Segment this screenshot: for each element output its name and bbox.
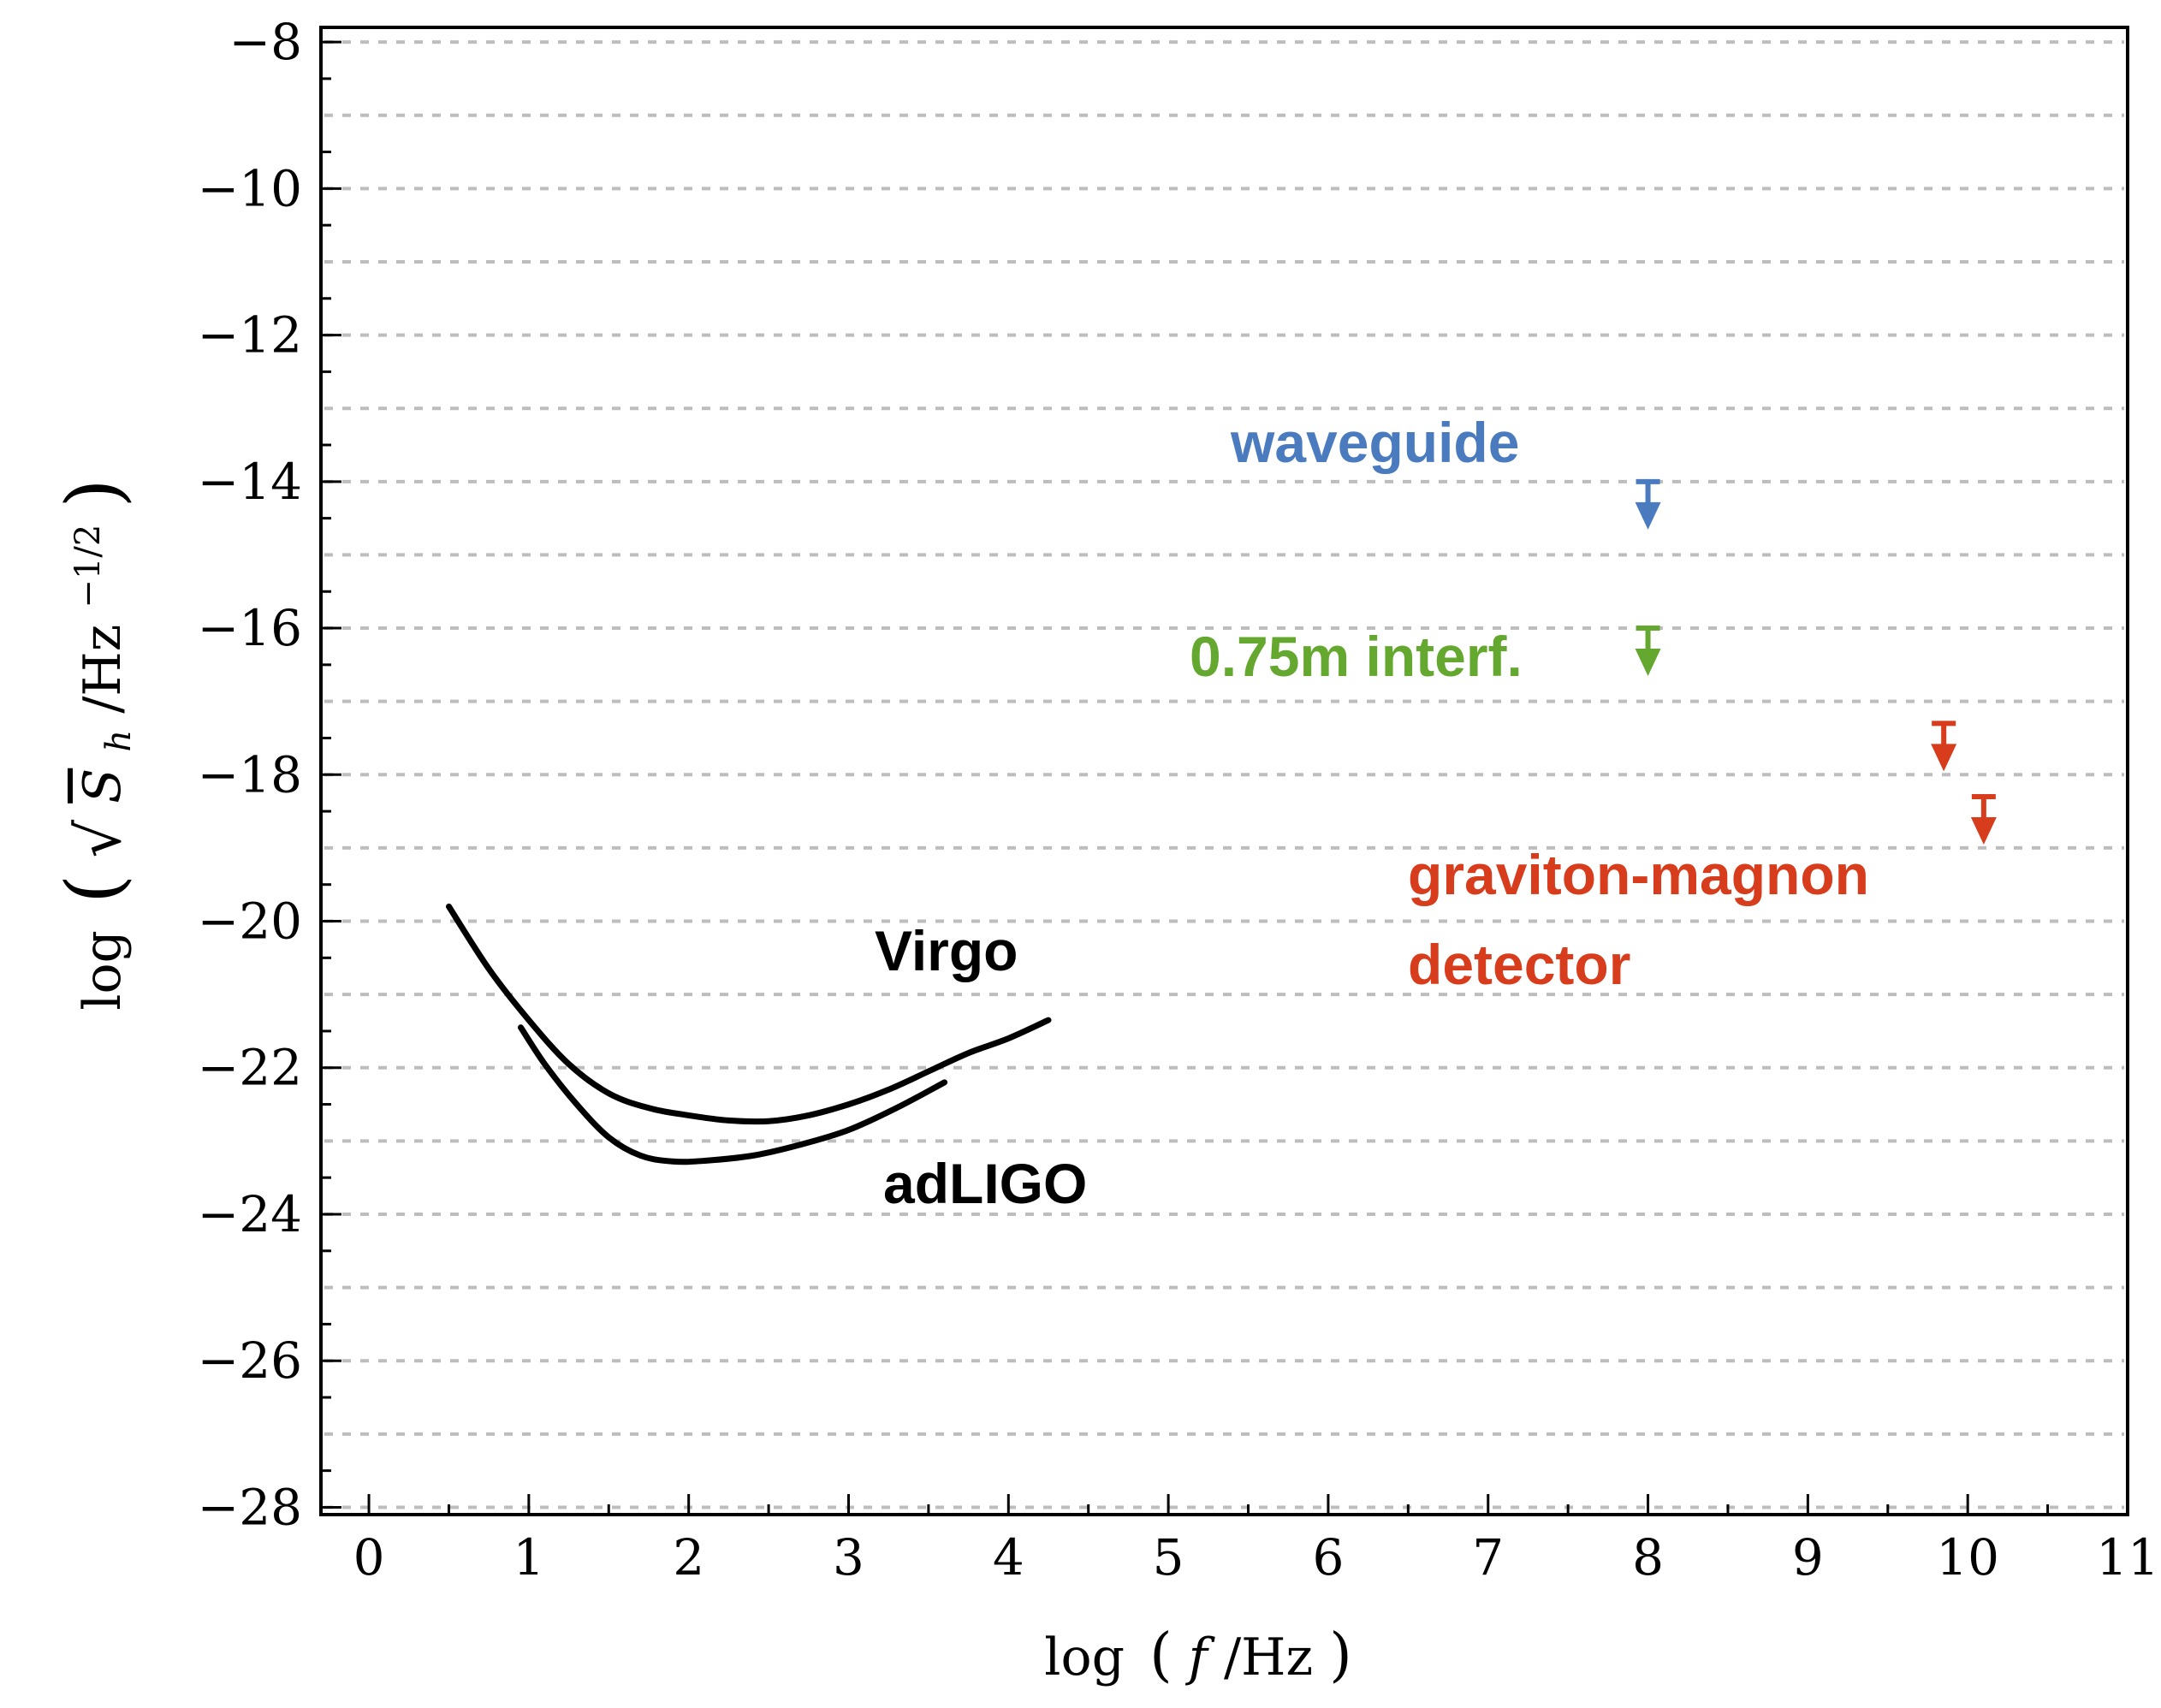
label-graviton-magnon: graviton-magnon	[1408, 843, 1869, 906]
x-tick-label: 9	[1792, 1528, 1824, 1586]
x-tick-label: 5	[1153, 1528, 1184, 1586]
upper-limit-marker	[1931, 721, 1957, 772]
label-waveguide: waveguide	[1230, 411, 1519, 474]
y-axis-label-log: log	[73, 930, 133, 1011]
y-tick-label: −14	[198, 453, 302, 511]
label-virgo: Virgo	[875, 919, 1018, 982]
y-tick-label: −8	[229, 13, 303, 71]
axis-ticks: 0 1 2 3 4 5 6 7 8 9 10 11 −8 −10 −12 −14 −16 −18 −20 −22 −24…	[198, 13, 2159, 1586]
y-axis-label-close-paren: )	[50, 478, 138, 507]
label-detector: detector	[1408, 933, 1630, 996]
x-tick-label: 3	[833, 1528, 864, 1586]
series-layer	[446, 903, 1052, 1165]
x-tick-label: 8	[1632, 1528, 1664, 1586]
x-axis-label-open-paren: (	[1149, 1622, 1173, 1689]
x-tick-label: 7	[1472, 1528, 1504, 1586]
upper-limit-marker	[1635, 626, 1661, 677]
annotations: Virgo adLIGO waveguide 0.75m interf. gra…	[875, 411, 1869, 1215]
y-tick-label: −18	[198, 745, 302, 804]
y-tick-label: −26	[198, 1331, 302, 1390]
y-tick-label: −10	[198, 159, 302, 217]
y-tick-label: −12	[198, 306, 302, 365]
x-tick-label: 0	[353, 1528, 385, 1586]
y-axis-label: log ( √ S h /Hz −1/2 )	[50, 478, 143, 1011]
grid	[324, 40, 2124, 1509]
svg-text:log ( √ S: log ( √ S h /Hz −1/2 )	[50, 478, 143, 1011]
upper-limits-layer	[1635, 478, 1997, 845]
x-tick-label: 4	[993, 1528, 1024, 1586]
virgo-curve	[446, 903, 1052, 1125]
series-virgo	[446, 903, 1052, 1125]
x-axis-label-close-paren: )	[1329, 1622, 1352, 1689]
y-axis-label-s: S	[73, 768, 133, 804]
upper-limit-arrow	[1931, 744, 1957, 772]
y-tick-label: −24	[198, 1185, 302, 1243]
x-tick-label: 10	[1936, 1528, 1999, 1586]
y-axis-label-sqrt: √	[64, 820, 134, 858]
x-tick-label: 1	[513, 1528, 544, 1586]
y-tick-label: −22	[198, 1039, 302, 1097]
upper-limit-arrow	[1635, 649, 1661, 677]
label-interferometer: 0.75m interf.	[1190, 625, 1523, 688]
x-axis-label: log ( f /Hz )	[1044, 1622, 1351, 1689]
x-tick-label: 6	[1312, 1528, 1344, 1586]
adligo-curve	[518, 1024, 948, 1165]
y-axis-label-open-paren: (	[50, 875, 138, 904]
plot-frame	[319, 26, 2129, 1516]
y-tick-label: −16	[198, 599, 302, 657]
x-axis-label-hz: /Hz	[1224, 1628, 1313, 1687]
upper-limit-marker	[1970, 793, 1997, 845]
upper-limit-arrow	[1970, 816, 1997, 845]
x-tick-label: 2	[673, 1528, 704, 1586]
label-adligo: adLIGO	[883, 1152, 1087, 1215]
upper-limit-marker	[1635, 478, 1661, 530]
y-axis-label-h: h	[99, 730, 139, 752]
x-axis-label-f: f	[1185, 1628, 1216, 1687]
svg-text:log ( f /Hz: log ( f /Hz )	[1044, 1622, 1351, 1689]
y-axis-label-hz: /Hz	[73, 625, 133, 714]
y-tick-label: −28	[198, 1478, 302, 1536]
upper-limit-arrow	[1635, 501, 1661, 530]
x-axis-label-log: log	[1044, 1628, 1125, 1687]
y-axis-label-exponent: −1/2	[68, 525, 108, 608]
series-adligo	[518, 1024, 948, 1165]
y-tick-label: −20	[198, 893, 302, 951]
x-tick-label: 11	[2096, 1528, 2159, 1586]
